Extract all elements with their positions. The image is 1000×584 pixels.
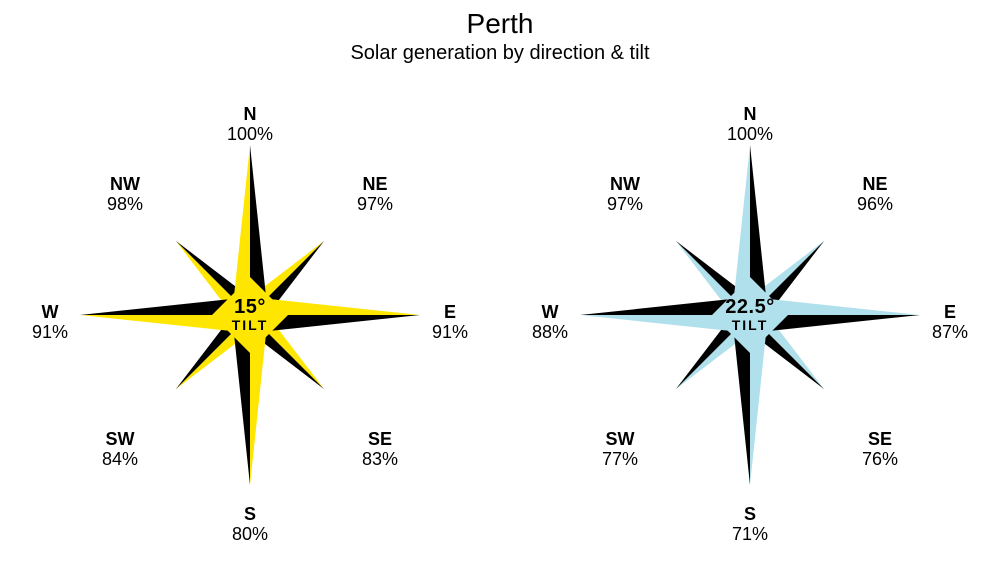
direction-name: SW xyxy=(602,430,638,450)
direction-label-w: W88% xyxy=(532,303,568,343)
direction-name: S xyxy=(232,505,268,525)
direction-label-ne: NE97% xyxy=(357,175,393,215)
direction-name: N xyxy=(227,105,273,125)
direction-name: W xyxy=(32,303,68,323)
direction-name: NE xyxy=(357,175,393,195)
direction-name: SW xyxy=(102,430,138,450)
direction-label-sw: SW84% xyxy=(102,430,138,470)
compass-rose: 22.5°TILTN100%NE96%E87%SE76%S71%SW77%W88… xyxy=(520,85,980,545)
direction-name: W xyxy=(532,303,568,323)
direction-name: NE xyxy=(857,175,893,195)
direction-value: 91% xyxy=(32,323,68,343)
direction-label-nw: NW97% xyxy=(607,175,643,215)
tilt-word: TILT xyxy=(232,318,269,333)
direction-value: 91% xyxy=(432,323,468,343)
direction-label-nw: NW98% xyxy=(107,175,143,215)
direction-name: SE xyxy=(862,430,898,450)
direction-value: 100% xyxy=(227,125,273,145)
direction-value: 80% xyxy=(232,525,268,545)
direction-name: E xyxy=(432,303,468,323)
direction-label-sw: SW77% xyxy=(602,430,638,470)
direction-label-s: S71% xyxy=(732,505,768,545)
direction-label-se: SE83% xyxy=(362,430,398,470)
direction-label-e: E87% xyxy=(932,303,968,343)
header: Perth Solar generation by direction & ti… xyxy=(0,0,1000,65)
page-subtitle: Solar generation by direction & tilt xyxy=(0,42,1000,65)
direction-label-se: SE76% xyxy=(862,430,898,470)
direction-label-n: N100% xyxy=(727,105,773,145)
tilt-label: 22.5°TILT xyxy=(725,297,774,333)
direction-value: 100% xyxy=(727,125,773,145)
direction-value: 84% xyxy=(102,450,138,470)
direction-name: NW xyxy=(607,175,643,195)
direction-name: S xyxy=(732,505,768,525)
tilt-label: 15°TILT xyxy=(232,297,269,333)
compass-rose: 15°TILTN100%NE97%E91%SE83%S80%SW84%W91%N… xyxy=(20,85,480,545)
page-title: Perth xyxy=(0,8,1000,40)
direction-value: 96% xyxy=(857,195,893,215)
direction-name: NW xyxy=(107,175,143,195)
direction-value: 83% xyxy=(362,450,398,470)
direction-name: E xyxy=(932,303,968,323)
direction-value: 71% xyxy=(732,525,768,545)
tilt-word: TILT xyxy=(725,318,774,333)
direction-value: 98% xyxy=(107,195,143,215)
direction-label-w: W91% xyxy=(32,303,68,343)
direction-value: 77% xyxy=(602,450,638,470)
tilt-degree: 15° xyxy=(232,297,269,318)
direction-value: 88% xyxy=(532,323,568,343)
direction-name: N xyxy=(727,105,773,125)
direction-label-n: N100% xyxy=(227,105,273,145)
direction-name: SE xyxy=(362,430,398,450)
roses-container: 15°TILTN100%NE97%E91%SE83%S80%SW84%W91%N… xyxy=(0,65,1000,584)
direction-value: 87% xyxy=(932,323,968,343)
direction-label-ne: NE96% xyxy=(857,175,893,215)
tilt-degree: 22.5° xyxy=(725,297,774,318)
direction-label-e: E91% xyxy=(432,303,468,343)
direction-value: 97% xyxy=(607,195,643,215)
direction-value: 97% xyxy=(357,195,393,215)
direction-label-s: S80% xyxy=(232,505,268,545)
direction-value: 76% xyxy=(862,450,898,470)
